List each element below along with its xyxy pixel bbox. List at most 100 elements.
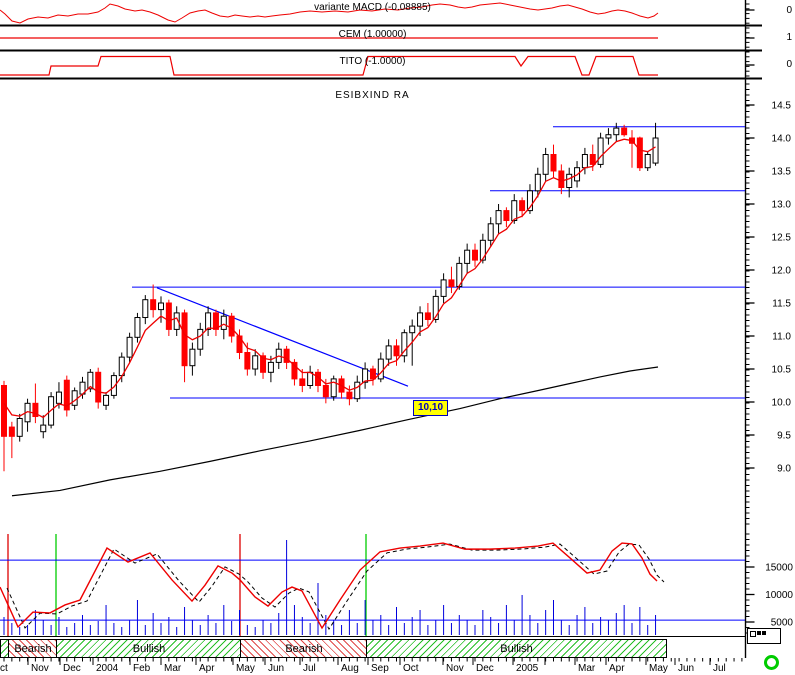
- month-label: Sep: [371, 663, 389, 674]
- lower-tick-label: 15000: [765, 563, 793, 574]
- lower-tick-label: 10000: [765, 590, 793, 601]
- candle-up: [385, 345, 392, 360]
- candle-down: [150, 299, 157, 311]
- month-label: Jul: [303, 663, 316, 674]
- candle-up: [652, 137, 659, 164]
- candle-up: [511, 200, 518, 221]
- candle-down: [228, 315, 235, 337]
- trend-segment-bullish: Bullish: [366, 639, 667, 658]
- slow-ma: [11, 366, 659, 497]
- price-tick-label: 9.0: [777, 464, 791, 475]
- axis-ticks: [745, 3, 755, 634]
- candle-down: [181, 312, 188, 367]
- candle-up: [440, 279, 447, 297]
- candle-down: [8, 426, 15, 437]
- month-label: Apr: [609, 663, 625, 674]
- candle-down: [260, 355, 267, 373]
- candle-up: [103, 394, 110, 406]
- month-label: Dec: [63, 663, 81, 674]
- macd-panel: [0, 2, 659, 24]
- candle-up: [142, 299, 149, 319]
- oscillator: [0, 542, 658, 630]
- candle-up: [534, 173, 541, 192]
- candle-down: [63, 379, 70, 411]
- slow-ma-line: [11, 366, 659, 497]
- oscillator-signal: [6, 543, 665, 631]
- candle-down: [369, 368, 376, 380]
- candle-down: [346, 391, 353, 400]
- price-tick-label: 12.5: [772, 233, 792, 244]
- candle-up: [354, 381, 361, 400]
- tito-panel-title: TITO (-1.0000): [339, 56, 406, 67]
- month-label: Jun: [678, 663, 694, 674]
- candle-up: [205, 312, 212, 330]
- price-tick-label: 13.0: [772, 200, 792, 211]
- candle-up: [87, 371, 94, 390]
- candle-down: [299, 378, 306, 386]
- support-resistance-lines: [132, 126, 745, 399]
- candle-down: [621, 127, 628, 136]
- candle-up: [40, 424, 47, 433]
- mini-window[interactable]: [747, 628, 781, 644]
- candle-down: [95, 371, 102, 403]
- oscillator-line: [0, 542, 658, 630]
- instrument-title: ESIBXIND RA: [335, 90, 410, 101]
- candle-down: [32, 402, 39, 418]
- candle-down: [283, 348, 290, 363]
- candle-up: [307, 371, 314, 386]
- candle-up: [252, 355, 259, 370]
- mini-window-button-icon[interactable]: [750, 631, 756, 637]
- month-label: Feb: [133, 663, 151, 674]
- candle-down: [589, 154, 596, 165]
- price-tick-label: 10.5: [772, 365, 792, 376]
- price-tick-label: 10.0: [772, 398, 792, 409]
- price-tick-label: 14.0: [772, 134, 792, 145]
- candle-up: [613, 127, 620, 136]
- candle-up: [110, 375, 117, 396]
- candle-up: [495, 210, 502, 225]
- candle-up: [432, 295, 439, 320]
- candle-up: [267, 361, 274, 373]
- tito-line: [0, 55, 658, 76]
- macd-panel-title: variante MACD (-0.08885): [314, 2, 431, 13]
- trend-strip: Bearish Bullish Bearish Bullish: [0, 639, 745, 658]
- month-label: May: [649, 663, 668, 674]
- price-tick-label: 9.5: [777, 431, 791, 442]
- candle-up: [526, 190, 533, 212]
- mini-window-button-icon[interactable]: [762, 631, 766, 635]
- fast-ma-line: [3, 138, 656, 419]
- signal-vlines: [7, 534, 367, 636]
- candle-up: [16, 418, 23, 437]
- price-tick-label: 13.5: [772, 167, 792, 178]
- month-label: 2005: [516, 663, 539, 674]
- price-tick-label: 11.5: [772, 299, 791, 310]
- month-label: Dec: [476, 663, 494, 674]
- candle-up: [597, 137, 604, 165]
- candle-up: [173, 312, 180, 330]
- lower-tick-label: 5000: [771, 618, 794, 629]
- mini-window-button-icon[interactable]: [757, 631, 761, 635]
- candle-down: [1, 385, 7, 437]
- candle-down: [503, 210, 510, 222]
- candle-down: [636, 137, 643, 169]
- candle-down: [448, 279, 455, 287]
- macd-axis-label: 0: [786, 5, 792, 16]
- candle-down: [558, 170, 565, 188]
- status-ring-icon[interactable]: [764, 655, 779, 670]
- price-flag-10-10[interactable]: 10,10: [413, 400, 449, 416]
- candle-down: [291, 361, 298, 380]
- candle-down: [519, 200, 526, 212]
- candle-up: [158, 302, 164, 311]
- time-axis: ct Nov Dec 2004 Feb Mar Apr May Jun Jul Aug Sep Oct N…: [0, 636, 745, 674]
- candle-up: [377, 358, 384, 380]
- month-label: Nov: [31, 663, 49, 674]
- lower-levels: [0, 559, 745, 621]
- tito-axis-label: 0: [786, 59, 792, 70]
- candle-up: [220, 315, 227, 330]
- candle-up: [401, 332, 408, 357]
- volume-bars: [3, 540, 657, 635]
- candle-down: [424, 312, 431, 320]
- trend-segment-label: Bearish: [285, 642, 323, 655]
- candle-up: [189, 348, 196, 367]
